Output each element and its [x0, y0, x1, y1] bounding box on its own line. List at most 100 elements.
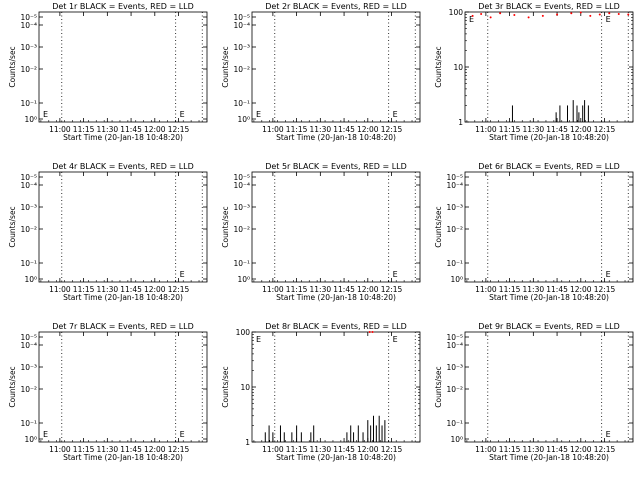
y-tick-label: 10⁰	[237, 115, 250, 124]
x-tick-label: 12:00	[570, 445, 592, 454]
y-tick-label: 10⁻²	[233, 225, 250, 234]
x-axis-label: Start Time (20-Jan-18 10:48:20)	[489, 453, 609, 462]
x-tick-label: 11:30	[523, 285, 545, 294]
y-tick-label: 1	[458, 118, 463, 127]
plot-frame	[251, 331, 421, 443]
y-tick-label: 10	[453, 63, 463, 72]
y-tick-label: 10⁻³	[446, 203, 463, 212]
x-tick-label: 11:15	[286, 285, 308, 294]
plot-frame	[38, 11, 208, 123]
x-tick-label: 12:00	[570, 285, 592, 294]
x-tick-label: 11:15	[286, 125, 308, 134]
lld-point	[527, 16, 530, 19]
x-axis-label: Start Time (20-Jan-18 10:48:20)	[276, 293, 396, 302]
x-tick-label: 11:30	[97, 125, 119, 134]
e-marker: E	[180, 270, 185, 279]
lld-point	[513, 14, 516, 17]
x-tick-label: 12:00	[357, 125, 379, 134]
x-tick-label: 11:45	[546, 285, 568, 294]
plot-frame	[38, 331, 208, 443]
y-tick-label: 10⁰	[237, 275, 250, 284]
x-tick-label: 12:15	[381, 125, 403, 134]
y-axis-label: Counts/sec	[221, 206, 230, 247]
y-axis-label: Counts/sec	[434, 46, 443, 87]
x-tick-label: 11:45	[333, 125, 355, 134]
e-marker: E	[180, 430, 185, 439]
e-marker: E	[256, 110, 261, 119]
x-tick-label: 11:45	[120, 445, 142, 454]
plot-frame	[464, 171, 634, 283]
x-tick-label: 11:00	[475, 285, 497, 294]
x-axis-label: Start Time (20-Jan-18 10:48:20)	[489, 133, 609, 142]
y-tick-label: 10⁰	[24, 435, 37, 444]
x-tick-label: 12:15	[168, 445, 190, 454]
y-tick-label: 10⁻¹	[20, 259, 37, 268]
e-marker: E	[393, 110, 398, 119]
x-tick-label: 11:00	[475, 445, 497, 454]
x-tick-label: 11:15	[73, 445, 95, 454]
y-tick-label: 10⁻⁵	[446, 173, 463, 182]
lld-point	[368, 331, 371, 333]
x-tick-label: 11:00	[262, 445, 284, 454]
y-tick-label: 10⁰	[24, 275, 37, 284]
x-axis-label: Start Time (20-Jan-18 10:48:20)	[489, 293, 609, 302]
y-tick-label: 10⁻⁵	[233, 13, 250, 22]
y-axis-label: Counts/sec	[434, 206, 443, 247]
x-tick-label: 11:00	[49, 285, 71, 294]
x-tick-label: 12:00	[570, 125, 592, 134]
e-marker: E	[469, 15, 474, 24]
y-tick-label: 10⁻²	[233, 65, 250, 74]
lld-point	[589, 14, 592, 17]
y-axis-label: Counts/sec	[8, 366, 17, 407]
x-tick-label: 11:30	[523, 125, 545, 134]
x-tick-label: 11:15	[499, 125, 521, 134]
e-marker: E	[393, 270, 398, 279]
x-tick-label: 11:15	[499, 285, 521, 294]
y-tick-label: 10⁻⁵	[20, 13, 37, 22]
y-tick-label: 10⁻¹	[233, 259, 250, 268]
y-tick-label: 10⁻⁴	[446, 341, 463, 350]
y-tick-label: 10⁻³	[20, 363, 37, 372]
panel-title: Det 1r BLACK = Events, RED = LLD	[52, 2, 194, 11]
x-tick-label: 11:00	[262, 125, 284, 134]
y-tick-label: 10⁻⁴	[20, 341, 37, 350]
x-tick-label: 11:30	[97, 285, 119, 294]
y-tick-label: 10⁻⁴	[20, 21, 37, 30]
y-tick-label: 10⁻³	[233, 43, 250, 52]
e-marker: E	[606, 430, 611, 439]
x-axis-label: Start Time (20-Jan-18 10:48:20)	[276, 453, 396, 462]
lld-point	[489, 16, 492, 19]
panel-title: Det 3r BLACK = Events, RED = LLD	[478, 2, 620, 11]
lld-point	[579, 11, 582, 14]
e-marker: E	[43, 430, 48, 439]
x-tick-label: 11:45	[546, 125, 568, 134]
plot-frame	[464, 331, 634, 443]
y-tick-label: 10⁻⁵	[233, 173, 250, 182]
lld-point	[598, 13, 601, 16]
x-tick-label: 12:15	[381, 285, 403, 294]
x-axis-label: Start Time (20-Jan-18 10:48:20)	[63, 133, 183, 142]
y-tick-label: 10⁻¹	[20, 419, 37, 428]
y-tick-label: 10⁻²	[446, 225, 463, 234]
lld-point	[371, 331, 374, 333]
y-tick-label: 10⁻²	[20, 65, 37, 74]
x-tick-label: 11:15	[73, 125, 95, 134]
x-axis-label: Start Time (20-Jan-18 10:48:20)	[63, 453, 183, 462]
x-tick-label: 12:15	[594, 445, 616, 454]
x-tick-label: 11:30	[310, 285, 332, 294]
y-tick-label: 10⁻²	[20, 385, 37, 394]
y-tick-label: 10⁻⁴	[233, 181, 250, 190]
x-tick-label: 11:45	[546, 445, 568, 454]
x-tick-label: 12:15	[594, 285, 616, 294]
plot-frame	[38, 171, 208, 283]
panel-title: Det 4r BLACK = Events, RED = LLD	[52, 162, 194, 171]
y-tick-label: 10⁰	[450, 435, 463, 444]
y-axis-label: Counts/sec	[221, 46, 230, 87]
y-tick-label: 10⁻³	[233, 203, 250, 212]
x-tick-label: 11:45	[333, 285, 355, 294]
